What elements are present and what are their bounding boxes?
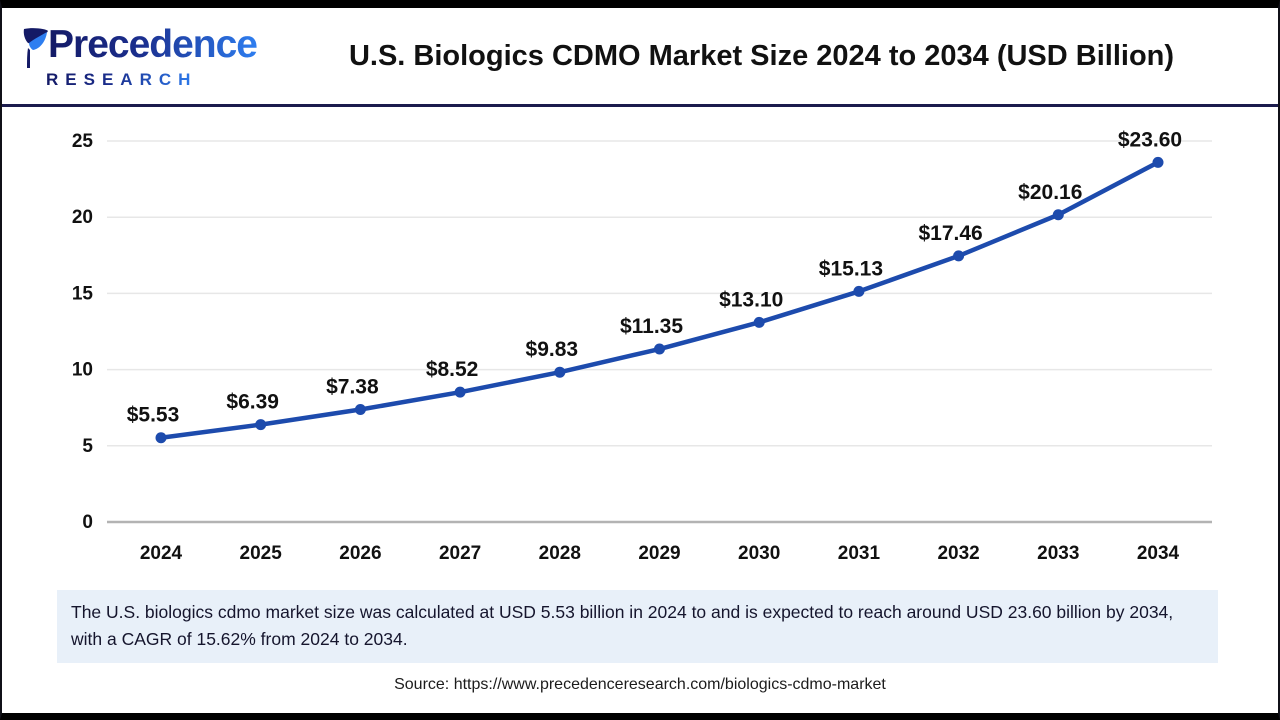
precedence-research-logo: Precedence RESEARCH [20,22,258,89]
x-tick-label: 2034 [1137,543,1180,564]
data-label-2030: $13.10 [719,288,783,311]
data-label-2034: $23.60 [1118,128,1182,151]
logo-wordmark: Precedence [20,22,258,69]
x-tick-label: 2030 [738,543,780,564]
x-tick-label: 2024 [140,543,183,564]
y-tick-label: 25 [72,131,94,152]
source-text: Source: https://www.precedenceresearch.c… [394,676,886,694]
data-label-2032: $17.46 [918,222,982,245]
data-point-2034 [1152,156,1164,168]
data-label-2026: $7.38 [326,376,379,399]
y-tick-label: 10 [72,360,93,381]
x-tick-label: 2028 [539,543,581,564]
y-tick-label: 5 [82,436,93,457]
data-point-2033 [1052,209,1064,221]
data-point-2027 [454,386,466,398]
data-label-2031: $15.13 [819,257,883,280]
x-tick-label: 2026 [339,543,381,564]
logo-text: Precedence [48,22,258,66]
data-point-2030 [753,316,765,328]
x-tick-label: 2032 [937,543,979,564]
data-point-2031 [853,285,865,297]
data-point-2026 [354,404,366,416]
x-tick-label: 2031 [838,543,881,564]
x-tick-label: 2027 [439,543,481,564]
market-size-series-line [158,160,1161,440]
logo-subtext: RESEARCH [46,69,198,89]
x-tick-label: 2029 [638,543,680,564]
data-label-2029: $11.35 [620,315,683,338]
summary-note-text: The U.S. biologics cdmo market size was … [71,602,1174,650]
data-point-2029 [654,343,665,355]
x-tick-label: 2033 [1037,543,1079,564]
data-label-2028: $9.83 [526,338,579,361]
source-line: Source: https://www.precedenceresearch.c… [2,676,1278,694]
title-wrap: U.S. Biologics CDMO Market Size 2024 to … [255,40,1268,73]
data-point-2028 [554,366,566,378]
chart-box: 0 5 10 15 20 25 2024 2025 2026 2027 2028 2029 2030 20… [2,107,1278,582]
x-tick-label: 2025 [240,543,283,564]
page-title: U.S. Biologics CDMO Market Size 2024 to … [348,39,1175,72]
data-point-2032 [953,250,965,262]
y-tick-label: 20 [72,207,93,228]
data-label-2033: $20.16 [1018,181,1082,204]
data-label-2025: $6.39 [226,391,279,414]
y-tick-label: 15 [72,283,94,304]
header: Precedence RESEARCH U.S. Biologics CDMO … [2,8,1278,107]
data-label-2027: $8.52 [426,358,479,381]
leaf-icon [23,27,48,68]
data-point-2024 [155,432,167,444]
data-label-2024: $5.53 [127,404,180,427]
data-point-2025 [255,419,267,431]
summary-note: The U.S. biologics cdmo market size was … [57,590,1218,664]
y-tick-label: 0 [82,512,93,533]
